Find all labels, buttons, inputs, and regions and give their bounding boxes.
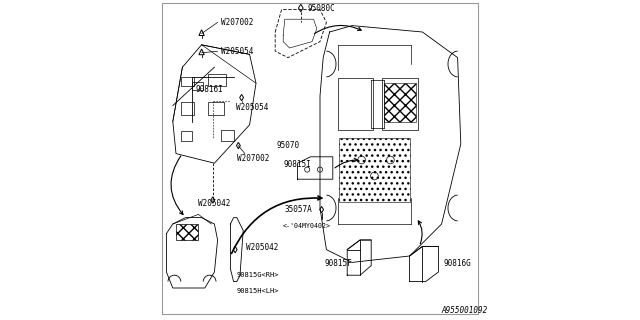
Text: W205042: W205042 (246, 244, 279, 252)
FancyArrowPatch shape (171, 156, 183, 214)
Text: 90815G<RH>: 90815G<RH> (237, 272, 279, 278)
Polygon shape (230, 218, 243, 282)
Text: W207002: W207002 (221, 18, 253, 27)
Polygon shape (320, 26, 461, 262)
FancyArrowPatch shape (232, 196, 322, 253)
Polygon shape (237, 142, 241, 149)
Polygon shape (234, 246, 237, 253)
FancyArrowPatch shape (335, 158, 358, 168)
Text: 90815H<LH>: 90815H<LH> (237, 288, 279, 294)
Polygon shape (410, 246, 438, 282)
Text: 90815I: 90815I (283, 160, 311, 169)
Text: <-'04MY0402>: <-'04MY0402> (283, 223, 332, 228)
Text: 90815F: 90815F (325, 260, 353, 268)
Text: 90816G: 90816G (443, 260, 471, 268)
Text: 35057A: 35057A (285, 205, 312, 214)
Text: 95080C: 95080C (307, 4, 335, 12)
Text: W207002: W207002 (237, 154, 269, 163)
Polygon shape (347, 240, 371, 275)
Text: W205054: W205054 (221, 47, 253, 56)
Polygon shape (320, 206, 323, 213)
Text: 95070: 95070 (277, 141, 300, 150)
Text: W205054: W205054 (236, 103, 269, 112)
Text: 90816I: 90816I (196, 85, 223, 94)
Polygon shape (166, 218, 218, 288)
FancyArrowPatch shape (419, 221, 422, 244)
Polygon shape (275, 10, 326, 58)
Text: A955001092: A955001092 (442, 306, 488, 315)
Text: W205042: W205042 (198, 199, 231, 208)
Polygon shape (298, 4, 303, 12)
FancyArrowPatch shape (314, 25, 361, 34)
Polygon shape (211, 197, 215, 203)
Polygon shape (240, 94, 244, 101)
